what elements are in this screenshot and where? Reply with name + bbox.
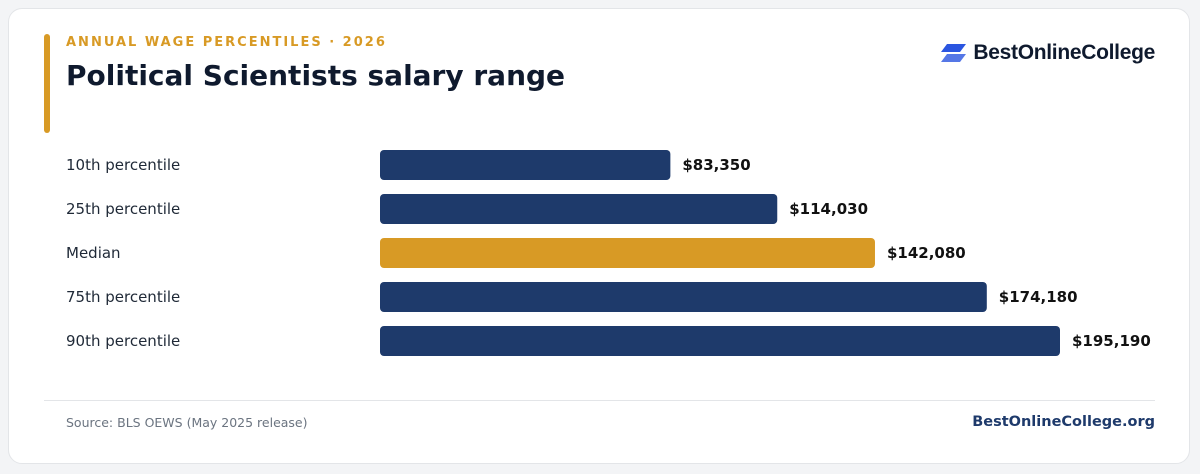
bar bbox=[380, 282, 987, 312]
bar bbox=[380, 326, 1060, 356]
category-label: 75th percentile bbox=[66, 288, 180, 306]
bar-median bbox=[380, 238, 875, 268]
footer-divider bbox=[44, 400, 1155, 401]
chart-card: ANNUAL WAGE PERCENTILES · 2026 Political… bbox=[8, 8, 1190, 464]
category-label: Median bbox=[66, 244, 121, 262]
layered-chevron-logo-icon bbox=[941, 43, 967, 62]
category-label: 25th percentile bbox=[66, 200, 180, 218]
category-label: 10th percentile bbox=[66, 156, 180, 174]
category-label: 90th percentile bbox=[66, 332, 180, 350]
value-label: $114,030 bbox=[789, 200, 868, 218]
source-note: Source: BLS OEWS (May 2025 release) bbox=[66, 415, 308, 430]
value-label: $174,180 bbox=[999, 288, 1078, 306]
accent-bar bbox=[44, 34, 50, 133]
brand-logo: BestOnlineCollege bbox=[941, 41, 1155, 65]
bar bbox=[380, 150, 671, 180]
footer-site-name: BestOnlineCollege.org bbox=[972, 414, 1155, 430]
chart-title: Political Scientists salary range bbox=[66, 59, 566, 92]
value-label: $83,350 bbox=[682, 156, 750, 174]
chart-eyebrow: ANNUAL WAGE PERCENTILES · 2026 bbox=[66, 35, 387, 50]
bar bbox=[380, 194, 778, 224]
brand-name: BestOnlineCollege bbox=[973, 41, 1155, 64]
value-label: $142,080 bbox=[887, 244, 966, 262]
salary-bar-chart: 10th percentile $83,350 25th percentile $11… bbox=[66, 150, 1151, 356]
value-label: $195,190 bbox=[1072, 332, 1151, 350]
